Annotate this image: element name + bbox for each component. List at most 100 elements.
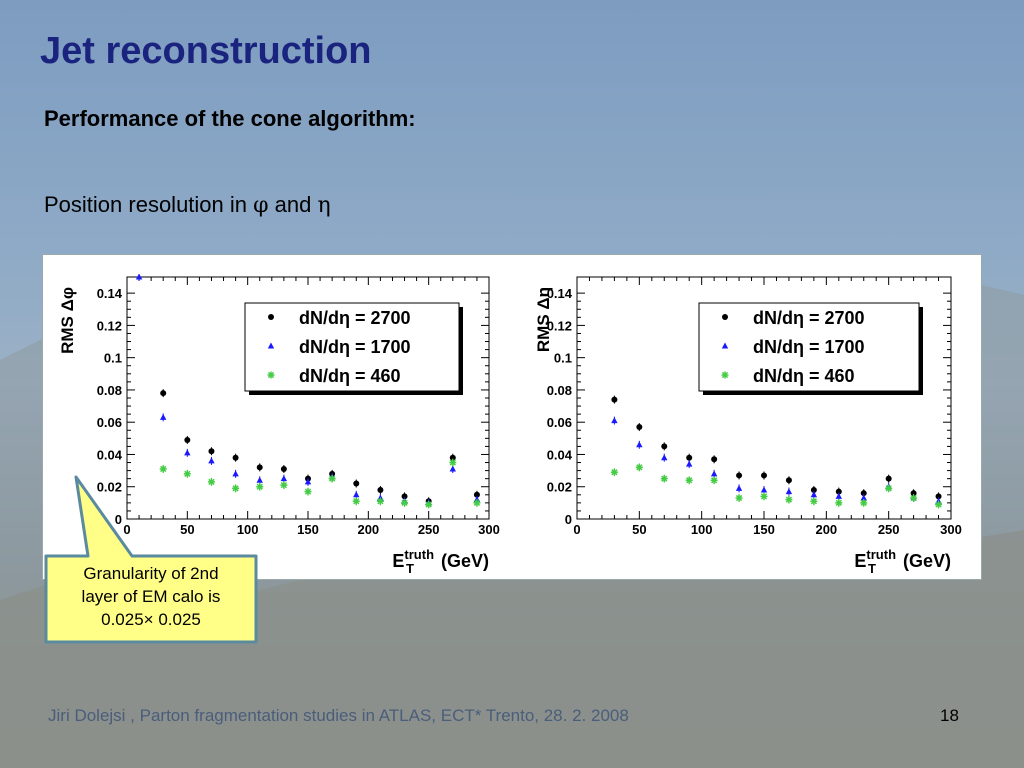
- data-point-d2: [661, 475, 668, 482]
- legend-marker-d2: [267, 371, 275, 379]
- x-tick-label: 250: [418, 522, 440, 537]
- data-point: [810, 486, 817, 493]
- legend-marker: [721, 342, 729, 349]
- data-point: [304, 488, 312, 496]
- legend-marker: [722, 314, 728, 320]
- data-point: [661, 443, 668, 450]
- data-point-d2: [611, 469, 618, 476]
- data-point: [610, 468, 618, 476]
- data-point: [935, 500, 943, 508]
- data-point: [352, 497, 360, 505]
- data-point: [135, 274, 143, 280]
- data-point: [184, 449, 191, 456]
- data-point: [401, 499, 409, 507]
- data-point: [449, 465, 456, 472]
- data-point: [760, 492, 768, 500]
- y-tick-label: 0.14: [547, 286, 573, 301]
- data-point-d2: [785, 496, 793, 503]
- x-tick-label: 150: [753, 522, 775, 537]
- data-point: [835, 499, 843, 507]
- data-point: [910, 494, 918, 502]
- x-tick-label: 250: [878, 522, 900, 537]
- data-point: [256, 483, 264, 491]
- x-label-main: E: [392, 551, 404, 571]
- data-point: [860, 499, 868, 507]
- data-point: [835, 488, 842, 495]
- data-point: [710, 476, 718, 484]
- data-point: [710, 470, 718, 477]
- footer-text: Jiri Dolejsi , Parton fragmentation stud…: [48, 706, 629, 725]
- x-tick-label: 100: [237, 522, 259, 537]
- data-point: [661, 454, 668, 461]
- y-tick-label: 0.1: [554, 351, 572, 366]
- data-point-d2: [735, 494, 743, 502]
- y-tick-label: 0.04: [97, 447, 123, 462]
- data-point: [160, 413, 167, 420]
- slide-title: Jet reconstruction: [40, 30, 372, 72]
- legend-marker-d2: [721, 371, 729, 379]
- x-label-main: E: [854, 551, 866, 571]
- x-label-sup: truth: [404, 547, 434, 562]
- x-tick-label: 100: [691, 522, 713, 537]
- data-point: [184, 436, 191, 443]
- data-point: [473, 499, 481, 507]
- data-point: [736, 472, 743, 479]
- x-tick-label: 200: [357, 522, 379, 537]
- data-point: [376, 497, 384, 505]
- data-point: [860, 494, 867, 501]
- data-point-d2: [425, 501, 432, 508]
- callout-line-1: Granularity of 2nd: [83, 564, 219, 583]
- legend-label: dN/dη = 1700: [753, 337, 865, 357]
- y-tick-label: 0.04: [547, 447, 573, 462]
- data-point: [685, 476, 693, 484]
- data-points: [610, 395, 943, 509]
- data-point: [401, 493, 408, 500]
- data-point: [935, 493, 942, 500]
- data-point: [207, 478, 215, 486]
- data-point: [810, 497, 818, 505]
- legend-label: dN/dη = 2700: [753, 308, 865, 328]
- data-point: [377, 486, 384, 493]
- data-point-d2: [810, 498, 817, 505]
- data-point: [885, 475, 892, 482]
- data-point: [280, 481, 288, 489]
- data-point: [611, 417, 618, 424]
- y-tick-label: 0: [565, 512, 572, 527]
- position-resolution-line: Position resolution in φ and η: [44, 192, 331, 218]
- data-point: [711, 456, 718, 463]
- x-tick-label: 0: [123, 522, 130, 537]
- y-tick-label: 0.06: [547, 415, 572, 430]
- and-word: and: [268, 192, 318, 217]
- rms-dphi-chart: 0 50 100 150 200 250 300 0 0.02 0.04 0.06 0.08 0.1 0.…: [58, 274, 500, 576]
- data-point: [449, 454, 456, 461]
- data-point-d2: [885, 485, 892, 492]
- x-axis-label: Etruth T (GeV): [854, 547, 951, 576]
- legend-marker: [267, 342, 275, 349]
- legend-marker: [721, 371, 729, 379]
- legend-marker: [268, 314, 274, 320]
- data-point: [232, 454, 239, 461]
- data-point: [232, 470, 239, 477]
- data-point-d2: [401, 499, 408, 506]
- y-tick-label: 0.1: [104, 351, 122, 366]
- data-points: [135, 274, 481, 509]
- data-point-d2: [353, 498, 360, 505]
- data-point: [473, 491, 480, 498]
- page-number: 18: [940, 706, 959, 725]
- x-tick-label: 300: [940, 522, 962, 537]
- data-point: [208, 457, 215, 464]
- data-point: [208, 448, 215, 455]
- x-label-sub: T: [868, 561, 876, 576]
- data-point: [835, 492, 842, 499]
- data-point: [425, 500, 433, 508]
- data-point-d2: [473, 499, 481, 506]
- data-point-d2: [449, 459, 456, 466]
- plots-panel: 0 50 100 150 200 250 300 0 0.02 0.04 0.06 0.08 0.1 0.…: [42, 254, 982, 580]
- data-point: [635, 463, 643, 471]
- data-point: [256, 464, 263, 471]
- y-tick-label: 0: [115, 512, 122, 527]
- data-point-d2: [860, 499, 867, 506]
- legend-box: [244, 302, 460, 392]
- y-tick-label: 0.12: [547, 318, 572, 333]
- data-point-d2: [377, 498, 384, 505]
